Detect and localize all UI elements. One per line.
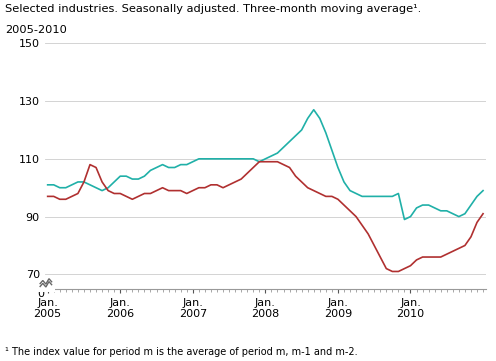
Text: 2005-2010: 2005-2010 — [5, 25, 67, 35]
Text: ¹ The index value for period m is the average of period m, m-1 and m-2.: ¹ The index value for period m is the av… — [5, 347, 358, 357]
Text: Selected industries. Seasonally adjusted. Three-month moving average¹.: Selected industries. Seasonally adjusted… — [5, 4, 421, 14]
Text: 0: 0 — [38, 289, 45, 299]
